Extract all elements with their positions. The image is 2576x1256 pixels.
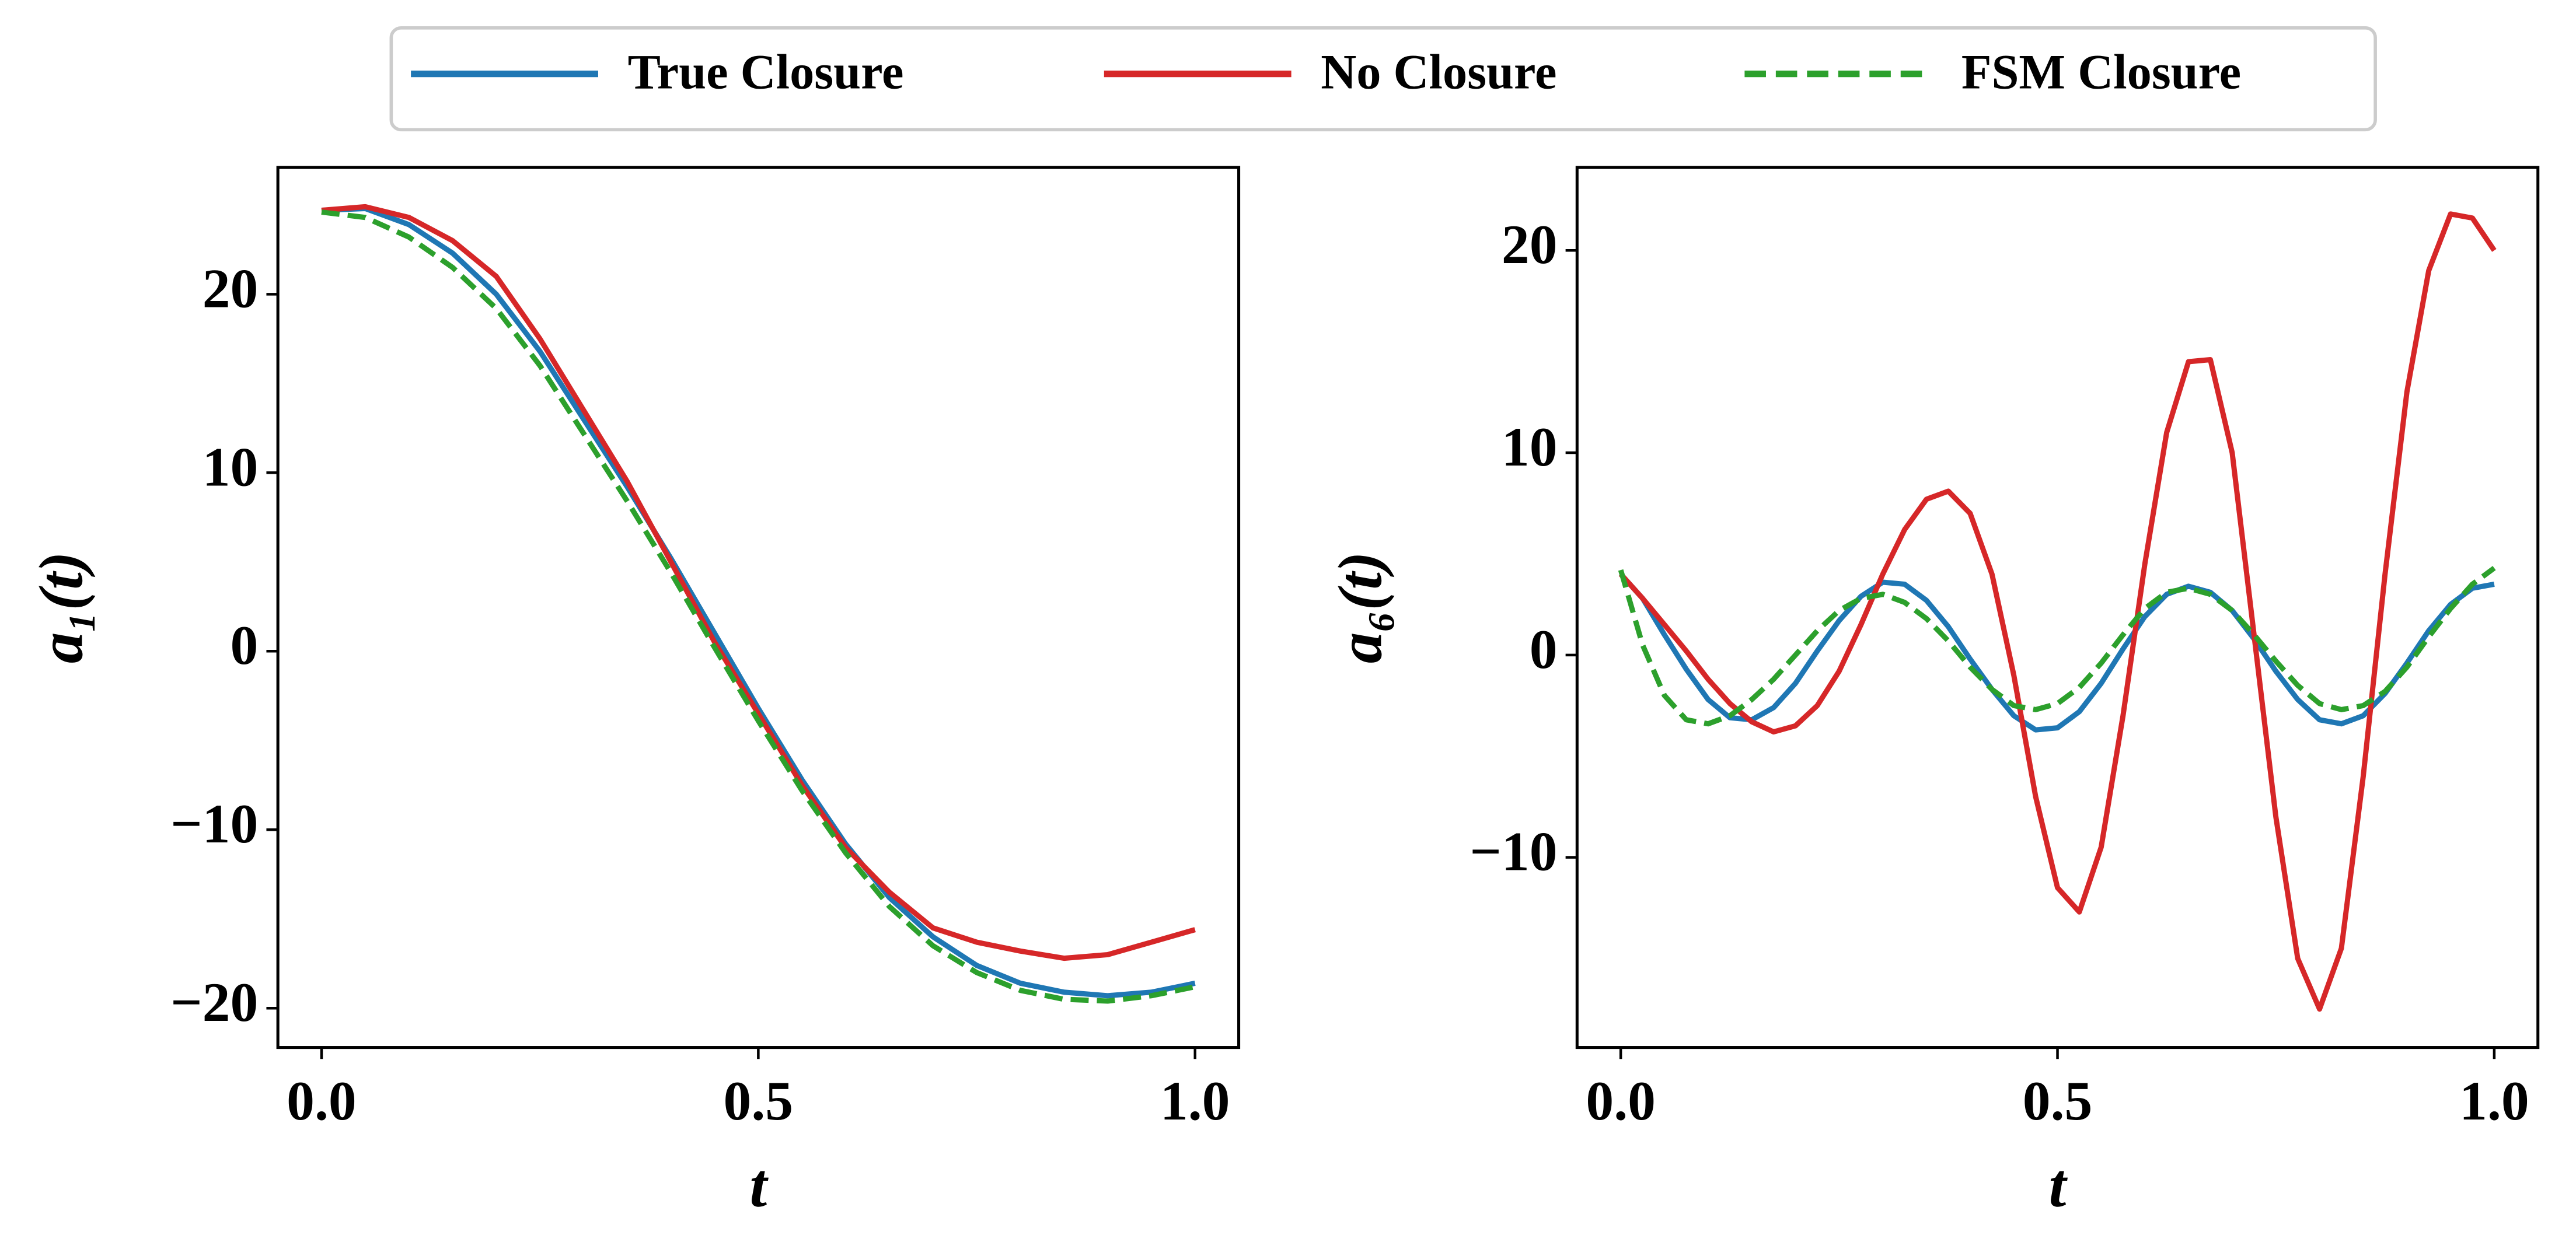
x-axis-label: t	[2049, 1152, 2068, 1220]
x-tick-label: 0.5	[724, 1070, 794, 1132]
series-line	[1618, 572, 2495, 733]
plot-frame	[1575, 166, 2540, 1049]
series-line	[321, 209, 1196, 1004]
y-axis-label: a₆(t)	[1327, 551, 1395, 663]
x-tick-label: 0.0	[1586, 1070, 1656, 1132]
y-tick-label: 10	[203, 436, 259, 498]
legend-label: FSM Closure	[1961, 46, 2241, 100]
y-tick-label: −20	[170, 971, 258, 1033]
plot-frame	[276, 166, 1241, 1049]
y-axis-label: a₁(t)	[27, 551, 96, 663]
y-tick-label: 10	[1502, 416, 1558, 478]
legend-box	[389, 26, 2377, 132]
y-tick-label: −10	[170, 793, 258, 855]
x-tick-label: 0.5	[2023, 1070, 2093, 1132]
x-tick-label: 0.0	[287, 1070, 357, 1132]
legend-label: No Closure	[1321, 46, 1556, 100]
series-line	[1618, 211, 2497, 1012]
series-line	[1618, 566, 2496, 727]
series-line	[321, 205, 1196, 999]
series-line	[321, 204, 1196, 961]
y-tick-label: 20	[1502, 214, 1558, 275]
x-tick-label: 1.0	[1160, 1070, 1230, 1132]
legend-label: True Closure	[628, 46, 904, 100]
x-tick-label: 1.0	[2459, 1070, 2529, 1132]
y-tick-label: 20	[203, 257, 259, 319]
y-tick-label: 0	[1530, 618, 1558, 680]
y-tick-label: 0	[231, 614, 259, 676]
x-axis-label: t	[750, 1152, 769, 1220]
y-tick-label: −10	[1469, 821, 1557, 883]
